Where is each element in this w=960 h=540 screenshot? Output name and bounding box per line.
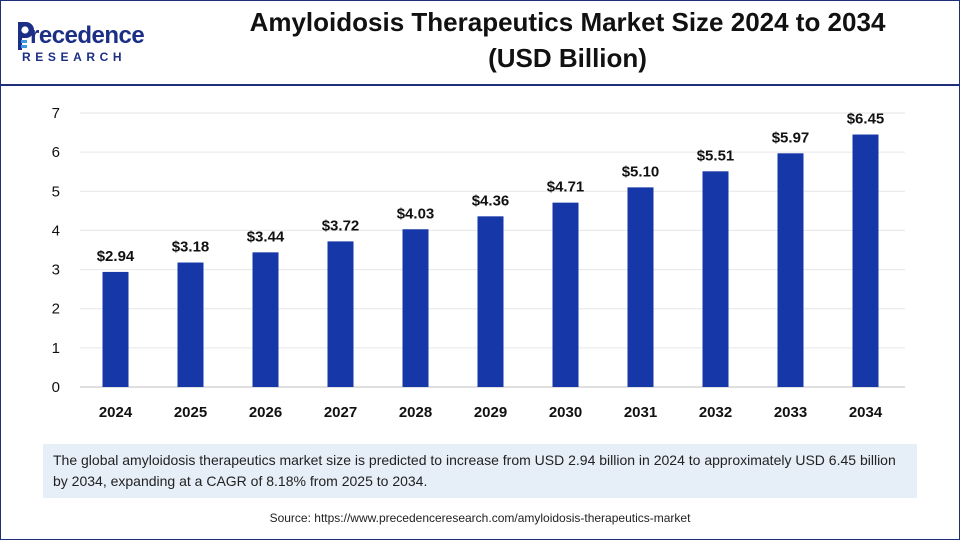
x-tick-label: 2030 — [549, 404, 582, 421]
header-divider — [0, 84, 960, 86]
y-tick-label: 2 — [52, 301, 60, 318]
bar — [327, 241, 354, 387]
bar-value-label: $4.36 — [472, 192, 510, 209]
chart-title: Amyloidosis Therapeutics Market Size 202… — [175, 4, 960, 76]
bar-value-label: $2.94 — [97, 248, 135, 265]
bar — [102, 271, 129, 387]
x-tick-label: 2029 — [474, 404, 507, 421]
y-tick-label: 0 — [52, 379, 60, 396]
bar — [627, 187, 654, 387]
chart-title-line2: (USD Billion) — [488, 43, 647, 73]
logo-p-icon — [18, 22, 34, 50]
bar-value-label: $6.45 — [847, 111, 885, 128]
bar — [552, 202, 579, 387]
y-tick-label: 1 — [52, 340, 60, 357]
bar — [852, 134, 879, 387]
bar-value-label: $5.97 — [772, 129, 810, 146]
x-tick-label: 2024 — [99, 404, 133, 421]
y-tick-label: 4 — [52, 222, 60, 239]
bar-value-label: $4.71 — [547, 179, 585, 196]
source-text: Source: https://www.precedenceresearch.c… — [269, 511, 691, 525]
bar-value-label: $5.10 — [622, 163, 660, 180]
logo-wordmark: recedence — [30, 22, 145, 49]
bar-value-label: $5.51 — [697, 147, 735, 164]
description-box: The global amyloidosis therapeutics mark… — [43, 444, 917, 498]
bar — [252, 252, 279, 387]
bar-value-label: $4.03 — [397, 205, 435, 222]
y-tick-label: 6 — [52, 144, 60, 161]
bar — [477, 216, 504, 387]
bar — [402, 229, 429, 387]
logo-subtitle: RESEARCH — [22, 50, 127, 64]
x-tick-label: 2034 — [849, 404, 883, 421]
bar — [177, 262, 204, 387]
bar-chart: 0 1 2 3 4 5 6 7 $2.94 2024 $3.18 2025 $3.44 2026 $3.72… — [0, 86, 960, 436]
x-tick-label: 2032 — [699, 404, 732, 421]
bar-value-label: $3.44 — [247, 228, 285, 245]
x-tick-label: 2027 — [324, 404, 357, 421]
y-tick-label: 3 — [52, 262, 60, 279]
bar-value-label: $3.72 — [322, 217, 360, 234]
header: recedence RESEARCH Amyloidosis Therapeut… — [0, 0, 960, 86]
x-tick-label: 2028 — [399, 404, 432, 421]
x-tick-label: 2026 — [249, 404, 282, 421]
bar-value-label: $3.18 — [172, 239, 210, 256]
x-tick-label: 2033 — [774, 404, 807, 421]
precedence-research-logo: recedence RESEARCH — [14, 12, 164, 72]
bar-chart-svg: 0 1 2 3 4 5 6 7 $2.94 2024 $3.18 2025 $3.44 2026 $3.72… — [52, 105, 905, 421]
x-tick-label: 2025 — [174, 404, 207, 421]
description-text: The global amyloidosis therapeutics mark… — [53, 452, 896, 489]
y-tick-label: 7 — [52, 105, 60, 122]
y-tick-label: 5 — [52, 183, 60, 200]
chart-title-line1: Amyloidosis Therapeutics Market Size 202… — [249, 7, 886, 37]
x-tick-label: 2031 — [624, 404, 657, 421]
bar — [777, 153, 804, 387]
bar — [702, 171, 729, 387]
